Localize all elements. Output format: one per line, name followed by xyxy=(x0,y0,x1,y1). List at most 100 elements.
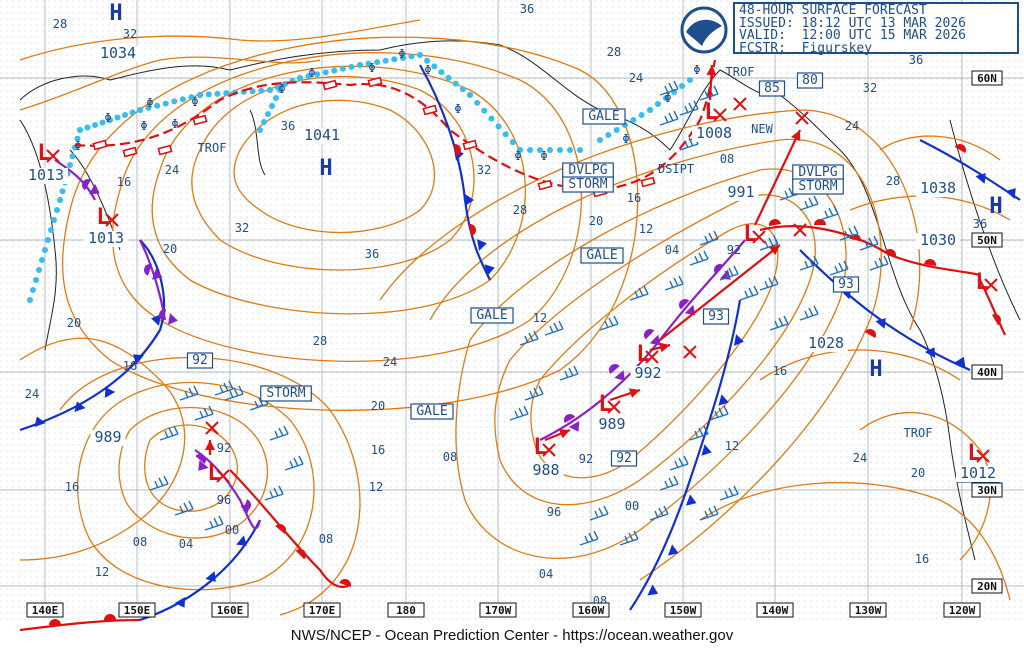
wind-barb xyxy=(159,425,179,441)
ice-dot xyxy=(399,54,406,61)
wind-barb xyxy=(759,275,779,291)
front-symbol xyxy=(462,139,478,151)
ice-dot xyxy=(129,109,136,116)
low-pressure-center: L xyxy=(636,342,649,367)
ice-symbol: Φ xyxy=(540,149,547,163)
ice-dot xyxy=(84,124,91,131)
front-symbol xyxy=(465,194,474,206)
front-symbol xyxy=(104,387,116,398)
wind-barb xyxy=(719,265,739,281)
front-symbol xyxy=(649,334,661,346)
boxed-labels: GALEDVLPGSTORMGALEGALEGALESTORMDVLPGSTOR… xyxy=(186,72,1000,483)
ice-dot xyxy=(179,96,186,103)
isobar-value: 16 xyxy=(773,364,787,378)
front-line xyxy=(799,249,971,372)
ice-symbol: Φ xyxy=(424,63,431,77)
longitude-label-box xyxy=(943,602,981,618)
isobar-value: 12 xyxy=(639,222,653,236)
isobar-value: 92 xyxy=(579,452,593,466)
wind-barb xyxy=(629,285,649,301)
isobar-value: 24 xyxy=(853,451,867,465)
isobar-line xyxy=(151,65,526,315)
header-forecaster: FCSTR: Figurskey xyxy=(739,40,873,56)
front-symbol xyxy=(453,144,461,156)
longitude-label: 150E xyxy=(124,604,151,617)
boxed-label: 93 xyxy=(708,309,724,324)
longitude-label-box xyxy=(572,602,610,618)
isobar-value: 16 xyxy=(371,443,385,457)
latitude-label-box xyxy=(971,70,1003,86)
forecast-position-x xyxy=(733,97,747,111)
ice-dot xyxy=(597,137,603,143)
feature-label: TROF xyxy=(198,141,227,155)
front-line xyxy=(629,299,742,611)
forecast-position-x xyxy=(216,469,230,483)
front-symbol xyxy=(564,414,576,423)
ice-symbol: Φ xyxy=(514,149,521,163)
feature-label: DSIPT xyxy=(658,162,694,176)
label-box xyxy=(758,80,786,97)
longitude-label: 150W xyxy=(670,604,697,617)
ice-symbol: Φ xyxy=(191,95,198,109)
front-line xyxy=(979,279,1006,336)
front-symbol xyxy=(484,264,495,276)
ice-symbol: Φ xyxy=(454,102,461,116)
latitude-label-box xyxy=(971,482,1003,498)
ice-dot xyxy=(92,122,98,128)
forecast-position-x xyxy=(683,345,697,359)
fronts xyxy=(19,59,1021,632)
forecast-position-x xyxy=(645,350,659,364)
ice-dot xyxy=(459,86,466,93)
pressure-value-bg xyxy=(594,417,630,433)
front-symbol xyxy=(82,179,91,191)
isobar-line xyxy=(455,168,847,559)
isobar-value: 36 xyxy=(973,217,987,231)
isobar-value: 32 xyxy=(477,163,491,177)
wind-barb xyxy=(224,385,244,401)
forecast-position-x xyxy=(607,400,621,414)
ice-dot xyxy=(188,94,195,101)
isobar-value: 04 xyxy=(179,537,193,551)
pressure-value: 1041 xyxy=(304,126,340,144)
isobar-line xyxy=(494,194,816,506)
wind-barb xyxy=(799,305,819,321)
isobar-line xyxy=(19,56,321,111)
ice-dot xyxy=(365,60,372,67)
wind-barb xyxy=(659,80,679,96)
ice-symbol: Φ xyxy=(308,66,315,80)
isobar-value: 28 xyxy=(886,174,900,188)
front-symbol xyxy=(151,268,163,280)
ice-dot xyxy=(282,81,288,87)
ice-dot xyxy=(114,114,121,121)
front-symbol xyxy=(875,318,886,329)
isobar-line xyxy=(144,424,238,512)
track-arrowhead xyxy=(706,65,717,76)
ice-dot xyxy=(27,297,33,303)
label-box xyxy=(470,307,514,324)
isobar-value: 20 xyxy=(67,316,81,330)
pressure-value: 1028 xyxy=(808,334,844,352)
ice-dot xyxy=(557,147,563,153)
ice-dot xyxy=(36,267,42,273)
wind-barb xyxy=(664,275,684,291)
isobar-value: 08 xyxy=(319,532,333,546)
front-symbol xyxy=(275,524,286,534)
isobar-value: 04 xyxy=(539,567,553,581)
ice-symbol: Φ xyxy=(171,117,178,131)
front-symbol xyxy=(236,535,247,546)
isobar-labels: 28 32 36 28 24 36 32 24 08 16 24 36 32 36 32 28 20 16 12 04… xyxy=(25,2,987,608)
ice-dot xyxy=(509,139,516,146)
boxed-label: STORM xyxy=(568,177,607,192)
ice-dot xyxy=(305,73,312,80)
ice-dot xyxy=(45,237,51,243)
storm-tracks xyxy=(46,64,998,483)
front-line xyxy=(19,239,166,432)
front-symbol xyxy=(195,454,206,464)
ice-dot xyxy=(249,88,256,95)
wind-barb xyxy=(519,330,539,346)
isobar-value: 20 xyxy=(911,466,925,480)
longitude-label-box xyxy=(26,602,64,618)
isobar-line xyxy=(699,481,1011,601)
wind-barb xyxy=(699,505,719,521)
